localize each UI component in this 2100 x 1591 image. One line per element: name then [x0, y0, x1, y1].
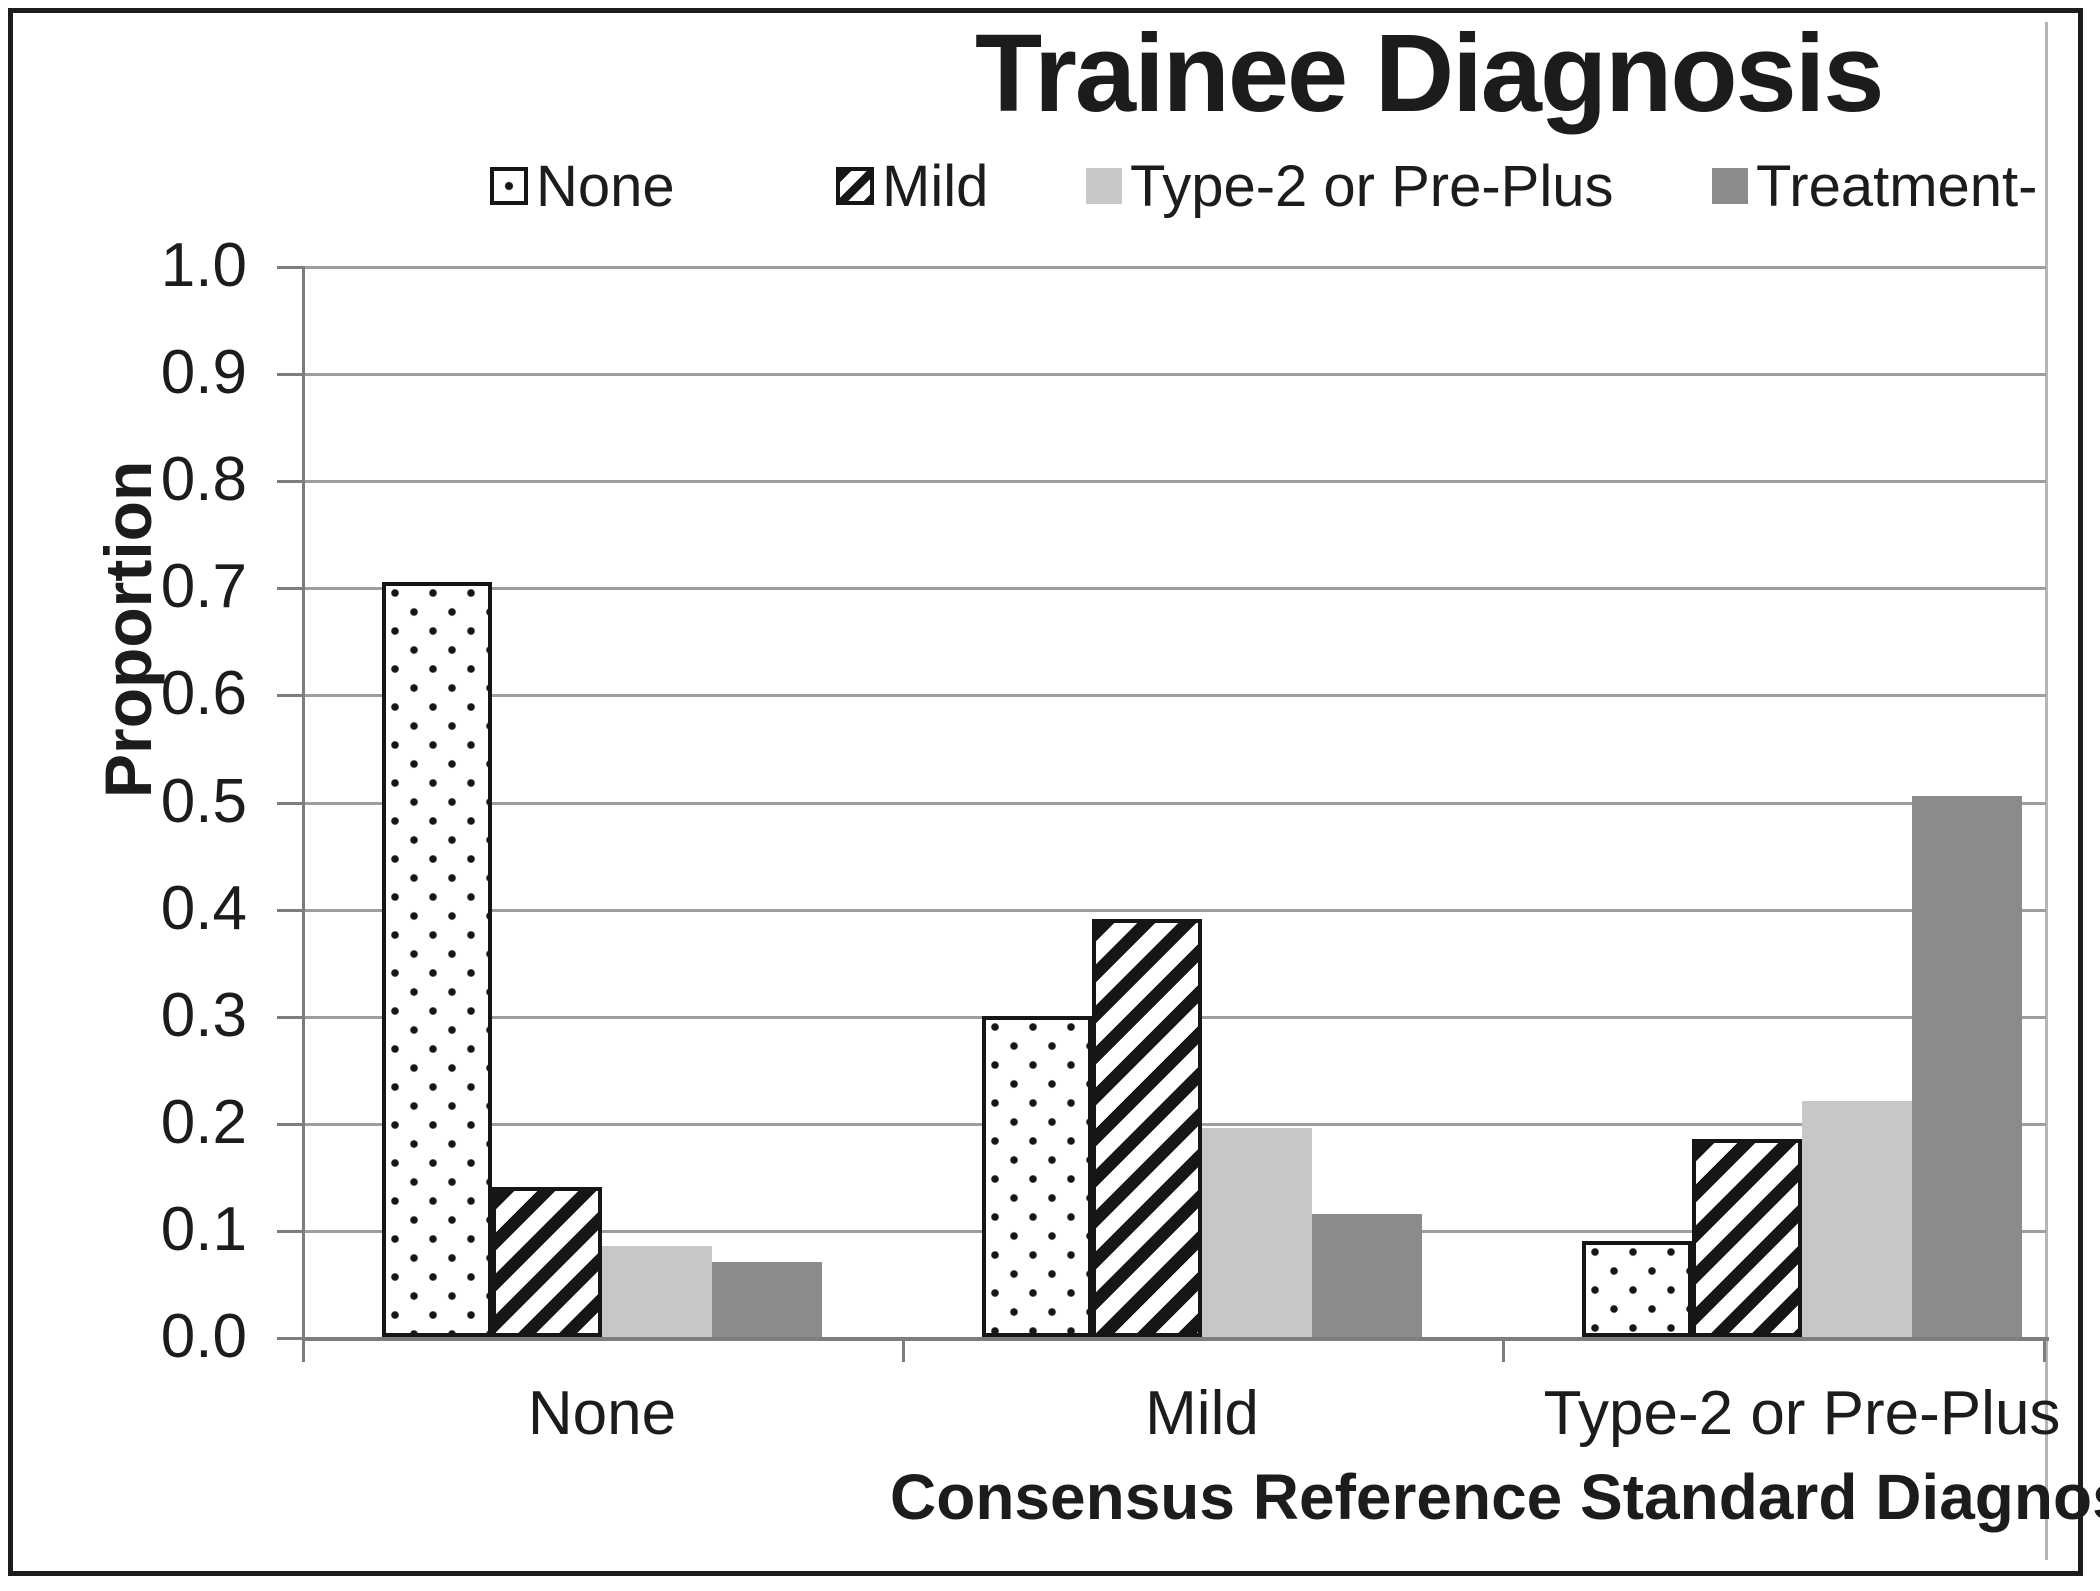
y-tick-label: 0.6: [160, 659, 247, 728]
y-axis-line: [302, 266, 305, 1362]
legend-item-type2-preplus: Type-2 or Pre-Plus: [1086, 154, 1614, 219]
legend-item-treatment: Treatment-: [1712, 154, 2037, 219]
bar-type-2-or-pre-plus-in-none: [602, 1246, 712, 1337]
y-tick-label: 0.0: [160, 1302, 247, 1371]
bar-treatment--in-none: [712, 1262, 822, 1337]
legend-swatch-stripes-icon: [836, 167, 874, 205]
y-axis-tick: [277, 1230, 302, 1233]
x-axis-tick: [1502, 1337, 1505, 1362]
legend-item-mild: Mild: [836, 154, 988, 219]
x-axis-title: Consensus Reference Standard Diagnos: [890, 1461, 2100, 1533]
x-category-label: None: [527, 1379, 677, 1448]
y-tick-label: 0.3: [160, 981, 247, 1050]
y-axis-tick: [277, 480, 302, 483]
y-tick-label: 0.4: [160, 874, 247, 943]
y-axis-tick: [277, 1337, 302, 1340]
chart-crop-edge: [2045, 22, 2048, 1560]
x-axis-tick: [302, 1337, 305, 1362]
bar-mild-in-none: [492, 1187, 602, 1337]
x-category-label: Type-2 or Pre-Plus: [1543, 1379, 2061, 1448]
legend-label: Type-2 or Pre-Plus: [1130, 153, 1614, 219]
bar-mild-in-mild: [1092, 919, 1202, 1337]
bar-treatment--in-mild: [1312, 1214, 1422, 1337]
gridline: [302, 694, 2046, 697]
bar-type-2-or-pre-plus-in-mild: [1202, 1128, 1312, 1337]
bar-none-in-mild: [982, 1016, 1092, 1337]
chart-title: Trainee Diagnosis: [975, 12, 1884, 135]
y-axis-tick: [277, 1016, 302, 1019]
bar-type-2-or-pre-plus-in-type-2-or-pre-plus: [1802, 1101, 1912, 1337]
x-axis-line: [302, 1337, 2049, 1341]
legend-label: Treatment-: [1756, 153, 2038, 219]
legend-swatch-dots-icon: [490, 167, 528, 205]
y-axis-tick: [277, 266, 302, 269]
y-tick-label: 0.2: [160, 1088, 247, 1157]
gridline: [302, 266, 2046, 269]
y-tick-label: 0.8: [160, 445, 247, 514]
bar-treatment--in-type-2-or-pre-plus: [1912, 796, 2022, 1337]
legend-label: Mild: [882, 153, 989, 219]
x-axis-tick: [902, 1337, 905, 1362]
gridline: [302, 587, 2046, 590]
y-tick-label: 0.5: [160, 767, 247, 836]
y-tick-label: 0.7: [160, 552, 247, 621]
y-axis-tick: [277, 373, 302, 376]
x-category-label: Mild: [1145, 1379, 1259, 1448]
x-axis-tick: [2043, 1337, 2046, 1362]
legend-swatch-lightgray-icon: [1086, 168, 1122, 204]
gridline: [302, 373, 2046, 376]
legend-swatch-darkgray-icon: [1712, 168, 1748, 204]
bar-none-in-none: [382, 582, 492, 1337]
image-border: [8, 8, 2083, 1576]
bar-mild-in-type-2-or-pre-plus: [1692, 1139, 1802, 1337]
y-tick-label: 0.1: [160, 1195, 247, 1264]
gridline: [302, 480, 2046, 483]
y-axis-tick: [277, 587, 302, 590]
y-tick-label: 0.9: [160, 338, 247, 407]
y-axis-tick: [277, 694, 302, 697]
gridline: [302, 802, 2046, 805]
y-axis-tick: [277, 909, 302, 912]
y-axis-tick: [277, 802, 302, 805]
gridline: [302, 909, 2046, 912]
y-tick-label: 1.0: [160, 231, 247, 300]
legend-label: None: [536, 153, 675, 219]
y-axis-tick: [277, 1123, 302, 1126]
bar-none-in-type-2-or-pre-plus: [1582, 1241, 1692, 1337]
legend-item-none: None: [490, 154, 675, 219]
